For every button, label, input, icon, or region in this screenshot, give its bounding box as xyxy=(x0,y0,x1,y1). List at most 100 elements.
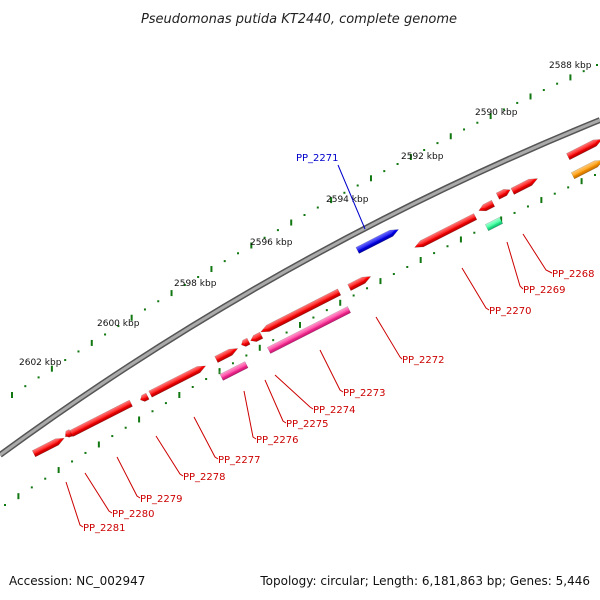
tick-mark xyxy=(325,309,328,312)
gene-label: PP_2271 xyxy=(296,153,339,164)
leader-line xyxy=(155,435,184,477)
tick-mark xyxy=(57,467,60,474)
leader-line xyxy=(84,472,113,514)
tick-label: 2592 kbp xyxy=(401,152,444,162)
gene-feature xyxy=(483,214,504,232)
gene-feature xyxy=(147,363,207,398)
gene-label: PP_2279 xyxy=(140,494,183,505)
tick-mark xyxy=(90,339,93,346)
gene-feature xyxy=(413,210,478,248)
tick-mark xyxy=(157,300,160,303)
leader-line xyxy=(522,233,553,274)
gene-label: PP_2281 xyxy=(83,523,126,534)
gene-feature xyxy=(240,335,251,347)
gene-label: PP_2276 xyxy=(256,435,299,446)
tick-mark xyxy=(258,344,261,351)
gene-features xyxy=(30,136,600,458)
tick-mark xyxy=(567,186,570,189)
tick-mark xyxy=(178,392,181,399)
tick-label: 2598 kbp xyxy=(174,279,217,289)
tick-mark xyxy=(143,308,146,311)
tick-mark xyxy=(580,178,583,185)
tick-mark xyxy=(352,294,355,297)
tick-mark xyxy=(30,486,33,489)
gene-label: PP_2270 xyxy=(489,306,532,317)
tick-mark xyxy=(4,504,6,506)
tick-mark xyxy=(596,64,598,66)
gene-label: PP_2268 xyxy=(552,269,595,280)
tick-mark xyxy=(556,82,559,85)
gene-label: PP_2273 xyxy=(343,388,386,399)
tick-mark xyxy=(138,416,141,423)
tick-mark xyxy=(170,290,173,297)
tick-mark xyxy=(299,322,301,328)
tick-mark xyxy=(463,128,466,131)
tick-mark xyxy=(218,368,221,375)
tick-mark xyxy=(339,299,342,306)
tick-mark xyxy=(104,333,107,336)
gene-feature xyxy=(494,186,511,200)
tick-mark xyxy=(526,205,529,208)
tick-mark xyxy=(191,385,194,388)
tick-mark xyxy=(489,113,492,120)
tick-mark xyxy=(502,108,505,111)
tick-mark xyxy=(500,216,503,223)
leader-line xyxy=(506,241,524,290)
gene-feature xyxy=(565,136,600,161)
gene-labels: PP_2268 PP_2269 PP_2270 PP_2271 PP_2272 PP_22… xyxy=(83,153,595,534)
tick-mark xyxy=(303,214,306,216)
tick-mark xyxy=(379,278,382,285)
gene-label: PP_2275 xyxy=(286,419,329,430)
tick-mark xyxy=(540,197,543,204)
gene-feature xyxy=(509,175,539,195)
tick-mark xyxy=(183,284,186,287)
tick-label: 2600 kbp xyxy=(97,319,140,329)
gene-feature xyxy=(346,273,372,291)
tick-mark xyxy=(250,242,253,249)
tick-mark xyxy=(446,245,449,248)
tick-mark xyxy=(50,365,53,372)
tick-mark xyxy=(542,89,545,92)
tick-mark xyxy=(24,385,27,388)
gene-label: PP_2274 xyxy=(313,405,356,416)
gene-feature xyxy=(354,226,400,254)
tick-labels: 2588 kbp 2590 kbp 2592 kbp 2594 kbp 2596 kbp… xyxy=(19,61,592,368)
tick-mark xyxy=(419,257,422,264)
leader-line xyxy=(337,164,366,230)
tick-mark xyxy=(223,260,226,263)
inner-tick-dots xyxy=(4,174,596,506)
tick-mark xyxy=(582,70,585,73)
tick-mark xyxy=(276,229,279,232)
tick-mark xyxy=(285,331,288,334)
tick-mark xyxy=(516,101,519,104)
leader-line xyxy=(461,267,490,311)
gene-feature xyxy=(218,358,249,381)
tick-mark xyxy=(316,206,319,209)
gene-feature xyxy=(213,345,239,363)
genome-backbone xyxy=(0,117,600,458)
tick-mark xyxy=(449,133,452,140)
gene-feature xyxy=(477,197,496,212)
leader-line xyxy=(274,374,314,410)
tick-mark xyxy=(330,197,333,204)
tick-mark xyxy=(97,441,100,448)
gene-label: PP_2272 xyxy=(402,355,445,366)
tick-label: 2596 kbp xyxy=(250,238,293,248)
gene-label: PP_2280 xyxy=(112,509,155,520)
tick-mark xyxy=(11,392,13,398)
tick-mark xyxy=(77,350,80,353)
genome-summary-text: Topology: circular; Length: 6,181,863 bp… xyxy=(260,574,590,588)
tick-mark xyxy=(476,121,479,124)
outer-tick-dots xyxy=(11,64,598,398)
gene-feature xyxy=(569,157,600,180)
tick-mark xyxy=(197,275,200,278)
leader-line xyxy=(375,316,403,360)
tick-mark xyxy=(111,435,114,438)
gene-feature xyxy=(265,303,352,354)
tick-mark xyxy=(245,354,248,357)
gene-feature xyxy=(30,435,65,458)
map-title: Pseudomonas putida KT2440, complete geno… xyxy=(141,12,457,27)
tick-mark xyxy=(290,219,293,226)
tick-mark xyxy=(513,211,516,214)
